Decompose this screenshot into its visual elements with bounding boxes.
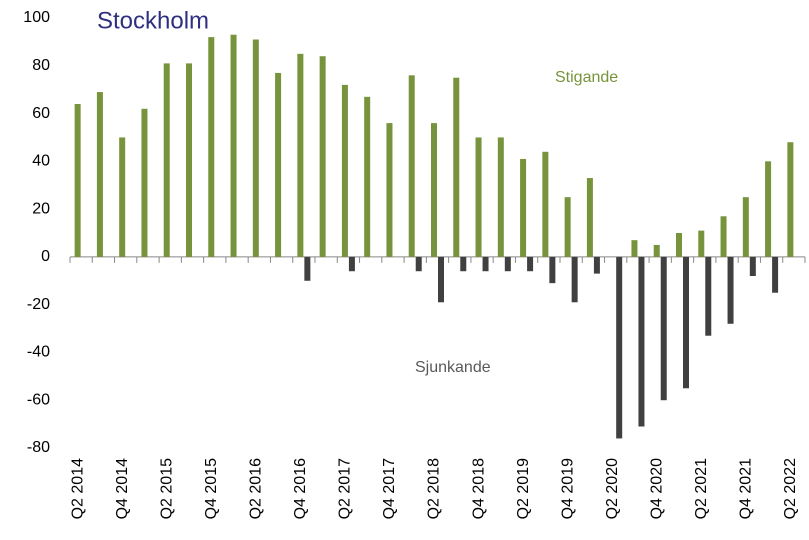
bar <box>571 256 578 303</box>
bar <box>475 137 482 257</box>
bar <box>787 142 794 257</box>
bar <box>408 75 415 257</box>
bar <box>230 34 237 257</box>
bar <box>698 230 705 257</box>
x-tick-label: Q4 2016 <box>292 458 309 519</box>
bar <box>749 256 756 276</box>
bar <box>319 56 326 257</box>
x-tick-label: Q2 2014 <box>69 458 86 519</box>
bar <box>141 108 148 257</box>
x-tick-label: Q4 2017 <box>381 458 398 519</box>
bar <box>96 92 103 257</box>
bar <box>542 151 549 257</box>
y-tick-label: 20 <box>32 200 50 217</box>
bar <box>460 256 467 272</box>
x-tick-label: Q4 2021 <box>738 458 755 519</box>
series-label: Sjunkande <box>415 359 491 376</box>
bar <box>163 63 170 257</box>
bar <box>74 104 81 257</box>
bar <box>252 39 259 257</box>
series-label: Stigande <box>555 69 618 86</box>
y-tick-label: 0 <box>41 248 50 265</box>
y-tick-label: -40 <box>27 344 50 361</box>
bar <box>564 197 571 257</box>
bar <box>186 63 192 257</box>
bar <box>616 256 623 439</box>
bar <box>720 216 727 257</box>
y-tick-label: 60 <box>32 105 50 122</box>
y-tick-label: 80 <box>32 57 50 74</box>
x-tick-label: Q2 2017 <box>337 458 354 519</box>
bar <box>520 158 527 257</box>
bar <box>208 37 215 257</box>
x-tick-label: Q2 2015 <box>158 458 175 519</box>
y-tick-label: -80 <box>27 439 50 456</box>
bar <box>676 233 682 257</box>
bar <box>275 72 282 257</box>
bar <box>497 137 504 257</box>
bar <box>364 96 371 257</box>
y-tick-label: 100 <box>23 9 50 26</box>
bar <box>504 256 511 272</box>
bar <box>304 256 311 281</box>
bar <box>727 256 734 324</box>
x-tick-label: Q2 2022 <box>782 458 799 519</box>
x-tick-label: Q4 2019 <box>559 458 576 519</box>
bar <box>482 256 489 272</box>
bar <box>415 256 422 272</box>
x-tick-label: Q4 2020 <box>648 458 665 519</box>
x-tick-label: Q2 2020 <box>604 458 621 519</box>
bar <box>431 123 437 257</box>
bar <box>631 240 638 257</box>
bar <box>593 256 600 274</box>
bar <box>341 84 348 257</box>
bar <box>438 256 444 303</box>
x-tick-label: Q2 2019 <box>515 458 532 519</box>
bar <box>660 256 667 401</box>
y-tick-label: -60 <box>27 391 50 408</box>
x-tick-label: Q4 2015 <box>203 458 220 519</box>
bar <box>772 256 779 293</box>
x-tick-label: Q2 2018 <box>426 458 443 519</box>
bar <box>742 197 749 257</box>
bar <box>348 256 355 272</box>
chart-title: Stockholm <box>97 7 209 34</box>
bar <box>683 256 689 389</box>
bar <box>765 161 772 257</box>
bar <box>119 137 126 257</box>
x-tick-label: Q2 2021 <box>693 458 710 519</box>
y-tick-label: 40 <box>32 153 50 170</box>
bar <box>386 123 393 257</box>
bar <box>705 256 712 336</box>
x-tick-label: Q4 2018 <box>470 458 487 519</box>
x-tick-label: Q2 2016 <box>248 458 265 519</box>
y-tick-label: -20 <box>27 296 50 313</box>
bar <box>653 244 660 257</box>
bar <box>586 178 593 257</box>
bar <box>297 53 304 257</box>
bar <box>453 77 460 257</box>
bar <box>527 256 534 272</box>
x-tick-label: Q4 2014 <box>114 458 131 519</box>
bar <box>549 256 556 284</box>
bar <box>638 256 645 427</box>
